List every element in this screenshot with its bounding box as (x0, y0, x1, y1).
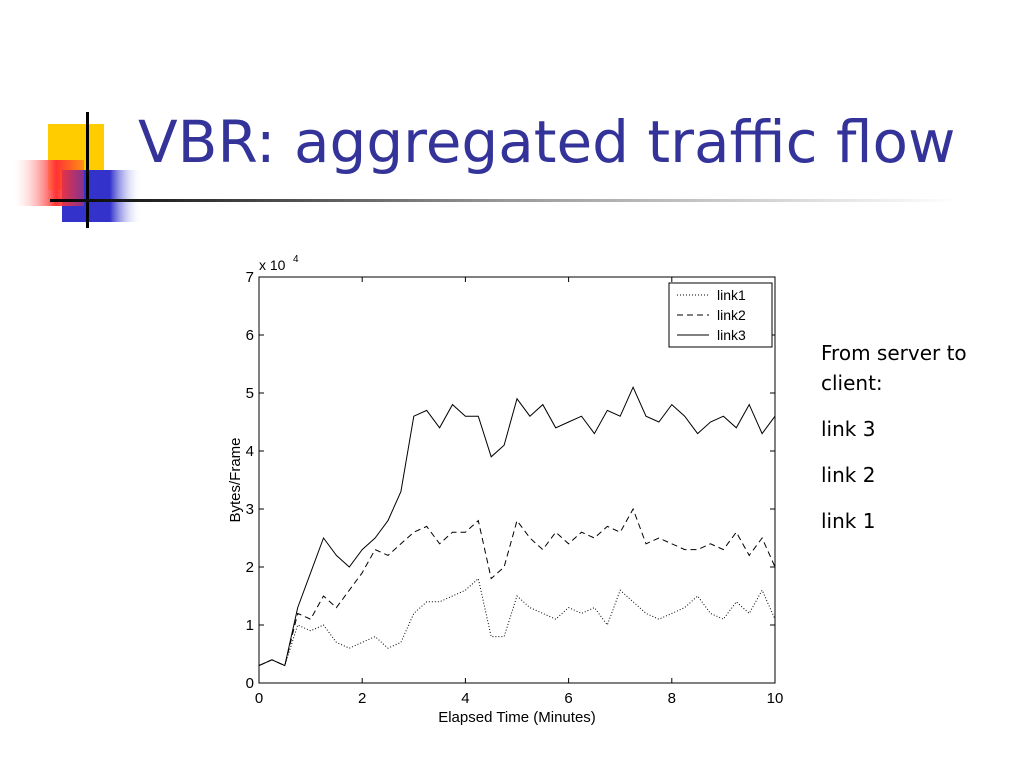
legend-label: link1 (717, 287, 746, 303)
y-tick-label: 5 (246, 385, 254, 402)
note: link 3 (821, 417, 876, 441)
slide-title: VBR: aggregated traffic flow (138, 108, 956, 176)
x-tick-label: 8 (668, 690, 676, 707)
y-scale-exponent: 4 (293, 254, 299, 265)
slide-notes: From server to client: link 3 link 2 lin… (821, 338, 1001, 552)
y-tick-label: 1 (246, 617, 254, 634)
note: link 1 (821, 509, 876, 533)
note: From server to client: (821, 341, 967, 395)
y-tick-label: 6 (246, 327, 254, 344)
y-tick-label: 0 (246, 675, 254, 692)
note: link 2 (821, 463, 876, 487)
x-tick-label: 0 (255, 690, 263, 707)
y-tick-label: 3 (246, 501, 254, 518)
title-rule (50, 199, 960, 202)
plot-frame (258, 276, 776, 684)
series-line (258, 507, 776, 667)
x-tick-label: 4 (461, 690, 469, 707)
x-axis-label: Elapsed Time (Minutes) (438, 709, 596, 726)
x-tick-label: 2 (358, 690, 366, 707)
legend-box (668, 282, 773, 348)
legend-label: link3 (717, 327, 746, 343)
x-tick-label: 10 (767, 690, 784, 707)
x-tick-label: 6 (564, 690, 572, 707)
decor-red (14, 160, 84, 206)
decor-vline (86, 112, 89, 228)
y-tick-label: 4 (246, 443, 254, 460)
series-line (258, 385, 776, 667)
series-line (258, 577, 776, 667)
y-axis-label: Bytes/Frame (227, 437, 244, 522)
chart: 0 2 4 6 8 10 0 1 2 3 4 5 6 7 Elapsed Time (Minutes) Byt… (227, 254, 784, 726)
y-scale-label: x 10 (259, 257, 286, 273)
y-tick-label: 7 (246, 269, 254, 286)
y-tick-label: 2 (246, 559, 254, 576)
legend-label: link2 (717, 307, 746, 323)
